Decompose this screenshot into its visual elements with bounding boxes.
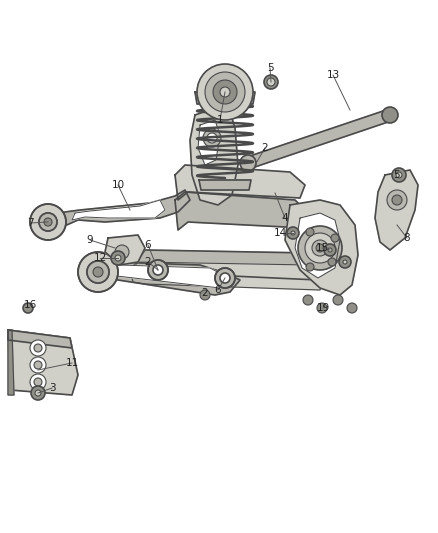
- Circle shape: [298, 226, 342, 270]
- Text: 2: 2: [201, 288, 208, 298]
- Text: 7: 7: [27, 218, 33, 228]
- Polygon shape: [8, 330, 72, 348]
- Polygon shape: [190, 108, 238, 205]
- Circle shape: [35, 390, 41, 396]
- Polygon shape: [108, 265, 225, 288]
- Circle shape: [324, 244, 336, 256]
- Text: 2: 2: [145, 257, 151, 267]
- Circle shape: [339, 256, 351, 268]
- Circle shape: [39, 213, 57, 231]
- Circle shape: [30, 340, 46, 356]
- Circle shape: [115, 245, 129, 259]
- Circle shape: [207, 133, 217, 143]
- Circle shape: [87, 261, 109, 283]
- Text: 14: 14: [273, 228, 286, 238]
- Polygon shape: [195, 92, 255, 104]
- Polygon shape: [175, 165, 305, 200]
- Circle shape: [396, 172, 402, 178]
- Circle shape: [39, 213, 57, 231]
- Circle shape: [220, 273, 230, 283]
- Circle shape: [333, 295, 343, 305]
- Text: 13: 13: [326, 70, 339, 80]
- Circle shape: [78, 252, 118, 292]
- Text: 10: 10: [111, 180, 124, 190]
- Circle shape: [264, 75, 278, 89]
- Text: 1: 1: [217, 115, 223, 125]
- Circle shape: [213, 80, 237, 104]
- Circle shape: [87, 261, 109, 283]
- Circle shape: [382, 107, 398, 123]
- Circle shape: [291, 231, 295, 235]
- Circle shape: [203, 129, 221, 147]
- Circle shape: [111, 251, 125, 265]
- Circle shape: [205, 72, 245, 112]
- Circle shape: [153, 265, 163, 275]
- Text: 3: 3: [49, 383, 55, 393]
- Circle shape: [44, 218, 52, 226]
- Circle shape: [312, 240, 328, 256]
- Polygon shape: [42, 190, 190, 228]
- Circle shape: [347, 303, 357, 313]
- Circle shape: [316, 244, 324, 252]
- Text: 9: 9: [87, 235, 93, 245]
- Circle shape: [306, 228, 314, 236]
- Polygon shape: [105, 235, 145, 265]
- Text: 16: 16: [23, 300, 37, 310]
- Circle shape: [387, 190, 407, 210]
- Polygon shape: [130, 262, 325, 290]
- Circle shape: [93, 267, 103, 277]
- Circle shape: [240, 155, 256, 171]
- Circle shape: [305, 233, 335, 263]
- Circle shape: [392, 195, 402, 205]
- Circle shape: [328, 258, 336, 266]
- Circle shape: [220, 87, 230, 97]
- Circle shape: [328, 248, 332, 252]
- Circle shape: [267, 78, 275, 86]
- Circle shape: [392, 168, 406, 182]
- Circle shape: [317, 303, 327, 313]
- Polygon shape: [72, 200, 165, 220]
- Circle shape: [34, 378, 42, 386]
- Polygon shape: [8, 330, 14, 395]
- Circle shape: [23, 303, 33, 313]
- Circle shape: [303, 295, 313, 305]
- Text: 15: 15: [315, 243, 328, 253]
- Circle shape: [30, 374, 46, 390]
- Text: 12: 12: [93, 253, 106, 263]
- Circle shape: [34, 344, 42, 352]
- Polygon shape: [199, 180, 251, 190]
- Polygon shape: [82, 262, 240, 295]
- Circle shape: [343, 260, 347, 264]
- Circle shape: [200, 290, 210, 300]
- Polygon shape: [246, 109, 392, 168]
- Polygon shape: [295, 213, 340, 278]
- Circle shape: [115, 255, 121, 261]
- Text: 6: 6: [215, 285, 221, 295]
- Text: 19: 19: [316, 303, 330, 313]
- Polygon shape: [198, 120, 220, 165]
- Circle shape: [30, 204, 66, 240]
- Text: 4: 4: [282, 213, 288, 223]
- Circle shape: [30, 357, 46, 373]
- Text: 11: 11: [65, 358, 79, 368]
- Circle shape: [287, 227, 299, 239]
- Circle shape: [31, 386, 45, 400]
- Circle shape: [197, 64, 253, 120]
- Polygon shape: [130, 250, 325, 280]
- Circle shape: [215, 268, 235, 288]
- Text: 2: 2: [261, 143, 268, 153]
- Polygon shape: [8, 330, 78, 395]
- Text: 8: 8: [404, 233, 410, 243]
- Circle shape: [34, 361, 42, 369]
- Circle shape: [148, 260, 168, 280]
- Text: 5: 5: [394, 170, 400, 180]
- Text: 5: 5: [267, 63, 273, 73]
- Circle shape: [331, 234, 339, 242]
- Polygon shape: [375, 170, 418, 250]
- Text: 6: 6: [145, 240, 151, 250]
- Polygon shape: [285, 200, 358, 295]
- Circle shape: [306, 263, 314, 271]
- Polygon shape: [175, 192, 310, 230]
